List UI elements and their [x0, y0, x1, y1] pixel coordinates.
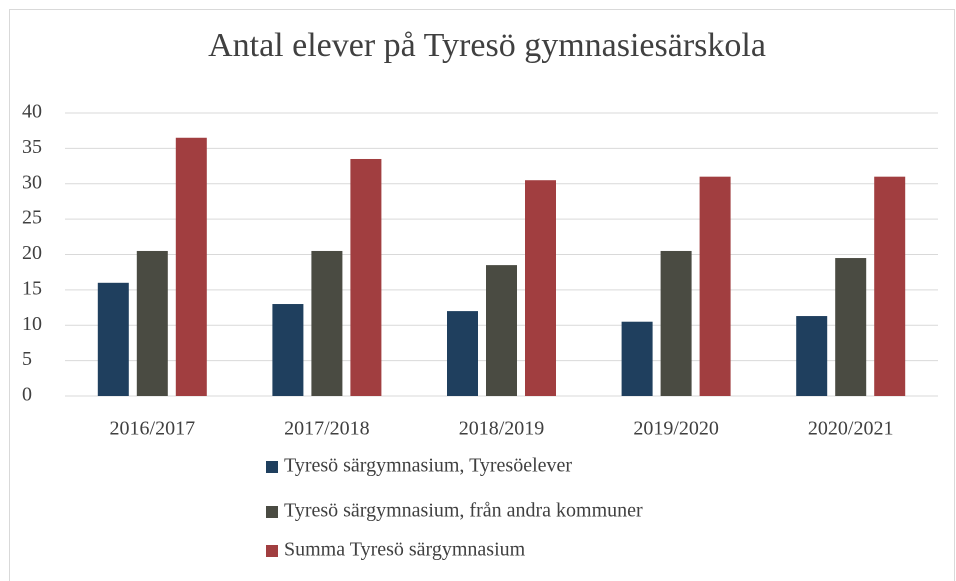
- x-tick-label: 2019/2020: [633, 418, 719, 440]
- legend-label: Summa Tyresö särgymnasium: [284, 539, 526, 561]
- x-tick-label: 2018/2019: [459, 418, 545, 440]
- y-tick-label: 15: [22, 277, 42, 299]
- bar: [660, 250, 692, 396]
- y-tick-label: 40: [22, 101, 42, 123]
- x-tick-label: 2016/2017: [110, 418, 196, 440]
- legend-label: Tyresö särgymnasium, från andra kommuner: [284, 500, 643, 522]
- legend-swatch: [266, 506, 278, 518]
- bar: [350, 158, 382, 396]
- bar: [796, 316, 828, 396]
- bar: [175, 137, 207, 396]
- bar: [525, 180, 556, 396]
- y-tick-label: 25: [22, 207, 42, 229]
- bar: [447, 311, 478, 396]
- bar: [97, 282, 129, 396]
- bar: [272, 304, 304, 396]
- x-tick-label: 2020/2021: [808, 418, 894, 440]
- legend-label: Tyresö särgymnasium, Tyresöelever: [284, 455, 572, 477]
- y-tick-label: 30: [22, 171, 42, 193]
- bar: [621, 321, 653, 396]
- bar: [486, 265, 517, 396]
- legend-swatch: [266, 545, 278, 557]
- y-tick-label: 10: [22, 313, 42, 335]
- y-tick-label: 35: [22, 136, 42, 158]
- bar: [136, 250, 168, 396]
- y-tick-label: 20: [22, 242, 42, 264]
- bar: [874, 176, 906, 396]
- x-tick-label: 2017/2018: [284, 418, 370, 440]
- legend-swatch: [266, 461, 278, 473]
- bar: [311, 250, 343, 396]
- y-tick-label: 5: [22, 348, 32, 370]
- chart-title: Antal elever på Tyresö gymnasiesärskola: [208, 27, 766, 64]
- bar: [699, 176, 731, 396]
- y-tick-label: 0: [22, 384, 32, 406]
- bar: [835, 258, 867, 396]
